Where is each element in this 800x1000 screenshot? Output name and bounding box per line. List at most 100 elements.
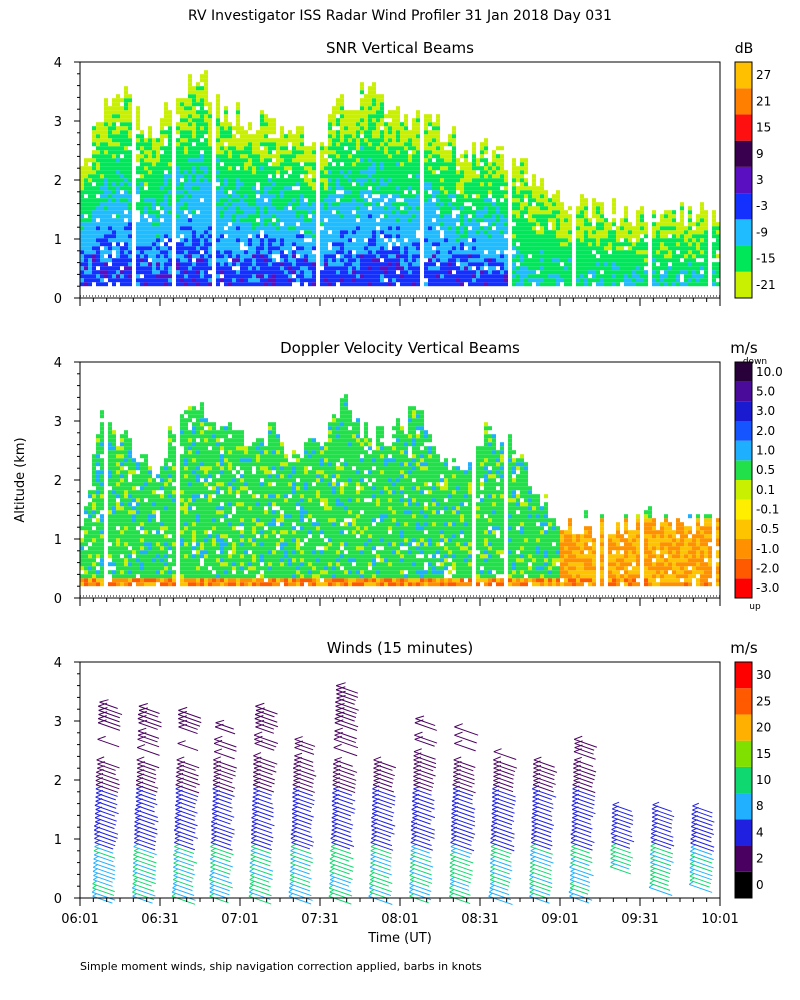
heatmap-cell [164, 122, 168, 126]
heatmap-cell [688, 210, 692, 214]
heatmap-cell [92, 214, 96, 218]
heatmap-cell [460, 202, 464, 206]
heatmap-cell [416, 214, 420, 218]
heatmap-cell [600, 282, 604, 286]
heatmap-cell [368, 266, 372, 270]
heatmap-cell [456, 202, 460, 206]
heatmap-cell [524, 246, 528, 250]
heatmap-cell [532, 226, 536, 230]
heatmap-cell [660, 222, 664, 226]
heatmap-cell [144, 146, 148, 150]
heatmap-cell [404, 258, 408, 262]
heatmap-cell [432, 238, 436, 242]
heatmap-cell [576, 274, 580, 278]
heatmap-cell [392, 134, 396, 138]
heatmap-cell [512, 274, 516, 278]
heatmap-cell [400, 126, 404, 130]
heatmap-cell [464, 250, 468, 254]
heatmap-cell [312, 270, 316, 274]
heatmap-cell [540, 202, 544, 206]
heatmap-cell [240, 258, 244, 262]
heatmap-cell [88, 238, 92, 242]
heatmap-cell [116, 118, 120, 122]
heatmap-cell [492, 150, 496, 154]
heatmap-cell [260, 282, 264, 286]
heatmap-cell [112, 98, 116, 102]
heatmap-cell [308, 210, 312, 214]
heatmap-cell [180, 226, 184, 230]
heatmap-cell [148, 174, 152, 178]
heatmap-cell [284, 182, 288, 186]
heatmap-cell [200, 194, 204, 198]
heatmap-cell [368, 238, 372, 242]
heatmap-cell [104, 270, 108, 274]
heatmap-cell [344, 202, 348, 206]
heatmap-cell [364, 246, 368, 250]
heatmap-cell [360, 262, 364, 266]
heatmap-cell [208, 122, 212, 126]
heatmap-cell [248, 230, 252, 234]
heatmap-cell [352, 274, 356, 278]
heatmap-cell [456, 174, 460, 178]
heatmap-cell [104, 218, 108, 222]
heatmap-cell [204, 186, 208, 190]
heatmap-cell [700, 262, 704, 266]
heatmap-cell [204, 130, 208, 134]
heatmap-cell [348, 250, 352, 254]
heatmap-cell [216, 130, 220, 134]
heatmap-cell [588, 218, 592, 222]
heatmap-cell [168, 190, 172, 194]
heatmap-cell [176, 254, 180, 258]
heatmap-cell [204, 94, 208, 98]
heatmap-cell [208, 198, 212, 202]
heatmap-cell [112, 194, 116, 198]
heatmap-cell [200, 90, 204, 94]
heatmap-cell [472, 274, 476, 278]
heatmap-cell [416, 266, 420, 270]
heatmap-cell [488, 270, 492, 274]
heatmap-cell [416, 274, 420, 278]
heatmap-cell [360, 142, 364, 146]
heatmap-cell [236, 138, 240, 142]
heatmap-cell [252, 270, 256, 274]
heatmap-cell [292, 210, 296, 214]
heatmap-cell [304, 246, 308, 250]
heatmap-cell [164, 226, 168, 230]
heatmap-cell [644, 250, 648, 254]
heatmap-cell [304, 266, 308, 270]
heatmap-cell [612, 206, 616, 210]
heatmap-cell [348, 126, 352, 130]
heatmap-cell [300, 138, 304, 142]
heatmap-cell [144, 278, 148, 282]
heatmap-cell [444, 210, 448, 214]
heatmap-cell [552, 274, 556, 278]
heatmap-cell [152, 258, 156, 262]
heatmap-cell [364, 182, 368, 186]
heatmap-cell [368, 218, 372, 222]
heatmap-cell [472, 174, 476, 178]
heatmap-cell [404, 138, 408, 142]
heatmap-cell [404, 266, 408, 270]
heatmap-cell [364, 126, 368, 130]
heatmap-cell [216, 178, 220, 182]
heatmap-cell [128, 170, 132, 174]
heatmap-cell [256, 270, 260, 274]
heatmap-cell [112, 130, 116, 134]
heatmap-cell [692, 222, 696, 226]
heatmap-cell [344, 222, 348, 226]
heatmap-cell [548, 202, 552, 206]
heatmap-cell [676, 258, 680, 262]
heatmap-cell [544, 278, 548, 282]
heatmap-cell [388, 254, 392, 258]
heatmap-cell [340, 282, 344, 286]
heatmap-cell [540, 250, 544, 254]
heatmap-cell [460, 274, 464, 278]
heatmap-cell [276, 230, 280, 234]
heatmap-cell [392, 170, 396, 174]
heatmap-cell [196, 130, 200, 134]
heatmap-cell [264, 118, 268, 122]
heatmap-cell [116, 162, 120, 166]
heatmap-cell [392, 194, 396, 198]
heatmap-cell [404, 174, 408, 178]
heatmap-cell [188, 186, 192, 190]
